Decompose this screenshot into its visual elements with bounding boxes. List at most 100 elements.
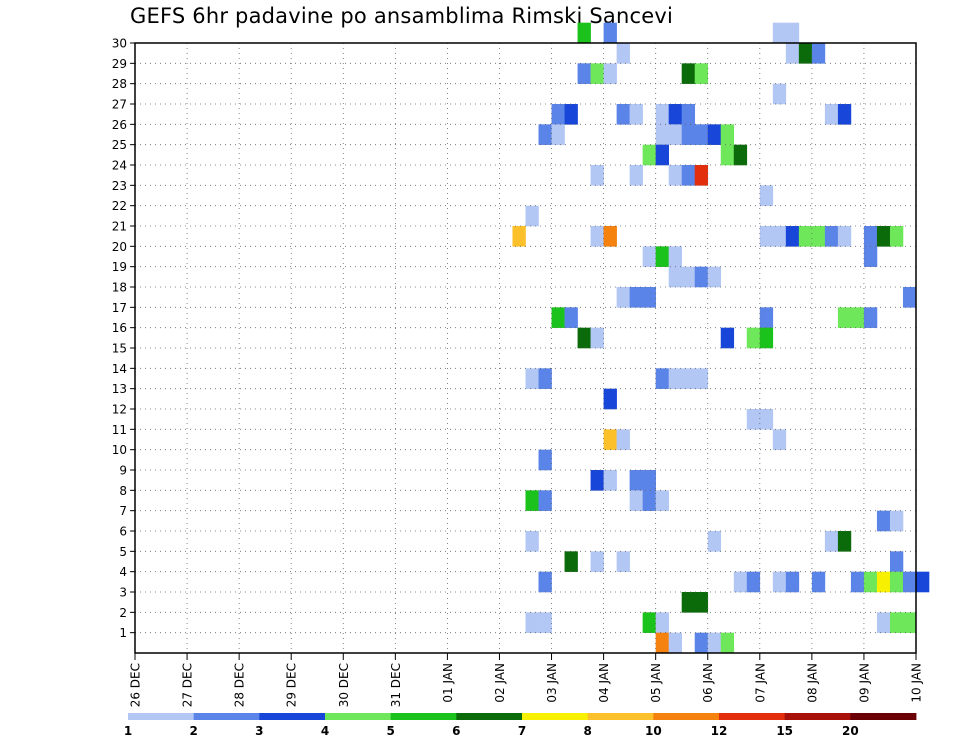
color-legend: 1 2 3 4 5 6 7 8 10 12 15 20 bbox=[124, 713, 917, 738]
heatmap-cell bbox=[577, 22, 591, 44]
y-tick-label: 17 bbox=[112, 301, 127, 315]
x-tick-label: 30 DEC bbox=[337, 663, 351, 707]
heatmap-cell bbox=[681, 165, 696, 186]
heatmap-cell bbox=[863, 307, 878, 328]
heatmap-cell bbox=[681, 368, 696, 389]
heatmap-cell bbox=[876, 226, 891, 247]
legend-swatch bbox=[390, 713, 457, 720]
heatmap-cell bbox=[863, 246, 878, 267]
heatmap-cell bbox=[551, 104, 565, 125]
legend-swatch bbox=[719, 713, 786, 720]
y-tick-label: 8 bbox=[119, 484, 127, 498]
y-tick-label: 19 bbox=[112, 260, 127, 274]
heatmap-cell bbox=[616, 551, 630, 572]
heatmap-cell bbox=[889, 571, 904, 593]
heatmap-cell bbox=[707, 632, 722, 654]
y-tick-label: 26 bbox=[112, 118, 127, 132]
heatmap-cell bbox=[642, 490, 656, 511]
heatmap-cell bbox=[590, 470, 604, 491]
grid-lines bbox=[135, 43, 916, 653]
legend-swatch bbox=[456, 713, 523, 720]
heatmap-cell bbox=[655, 368, 669, 389]
y-tick-label: 28 bbox=[112, 77, 127, 91]
heatmap-cell bbox=[538, 571, 552, 593]
heatmap-cell bbox=[707, 531, 722, 552]
heatmap-cell bbox=[863, 571, 878, 593]
y-tick-label: 18 bbox=[112, 281, 127, 295]
heatmap-cell bbox=[772, 571, 787, 593]
x-tick-label: 02 JAN bbox=[493, 663, 507, 703]
heatmap-cell bbox=[590, 226, 604, 247]
heatmap-cell bbox=[746, 409, 761, 430]
heatmap-cell bbox=[577, 63, 591, 84]
y-tick-label: 24 bbox=[112, 159, 127, 173]
heatmap-cell bbox=[681, 104, 696, 125]
y-tick-label: 22 bbox=[112, 199, 127, 213]
heatmap-cell bbox=[733, 144, 748, 166]
heatmap-cell bbox=[733, 571, 748, 593]
heatmap-cell bbox=[668, 246, 682, 267]
y-tick-label: 20 bbox=[112, 240, 127, 254]
heatmap-cell bbox=[668, 165, 682, 186]
heatmap-cell bbox=[837, 531, 852, 552]
heatmap-cell bbox=[824, 226, 839, 247]
heatmap-cell bbox=[629, 165, 643, 186]
heatmap-cell bbox=[824, 104, 839, 125]
x-tick-label: 05 JAN bbox=[649, 663, 663, 703]
heatmap-cell bbox=[668, 632, 682, 654]
heatmap-cell bbox=[889, 612, 904, 633]
heatmap-cell bbox=[824, 531, 839, 552]
x-tick-label: 26 DEC bbox=[129, 663, 143, 707]
heatmap-cell bbox=[564, 307, 578, 328]
heatmap-cell bbox=[629, 470, 643, 491]
legend-swatch bbox=[850, 713, 917, 720]
heatmap-cell bbox=[798, 43, 813, 64]
heatmap-cell bbox=[785, 226, 800, 247]
y-tick-label: 1 bbox=[119, 626, 127, 640]
heatmap-cell bbox=[759, 226, 774, 247]
heatmap-cell bbox=[707, 124, 722, 145]
y-tick-label: 30 bbox=[112, 37, 127, 51]
heatmap-cell bbox=[850, 571, 865, 593]
heatmap-cell bbox=[863, 226, 878, 247]
legend-label: 12 bbox=[711, 724, 728, 738]
heatmap-cell bbox=[616, 287, 630, 308]
heatmap-cell bbox=[694, 632, 709, 654]
heatmap-cell bbox=[538, 124, 552, 145]
heatmap-cell bbox=[811, 226, 826, 247]
heatmap-cell bbox=[525, 205, 539, 227]
x-axis: 26 DEC 27 DEC 28 DEC 29 DEC 30 DEC 31 DEC 01 J… bbox=[129, 653, 924, 707]
heatmap-cell bbox=[590, 63, 604, 84]
heatmap-cell bbox=[538, 490, 552, 511]
y-tick-label: 4 bbox=[119, 565, 127, 579]
heatmap-cell bbox=[590, 327, 604, 349]
heatmap-cell bbox=[798, 226, 813, 247]
x-tick-label: 28 DEC bbox=[233, 663, 247, 707]
x-tick-label: 06 JAN bbox=[701, 663, 715, 703]
heatmap-cell bbox=[642, 144, 656, 166]
heatmap-cell bbox=[694, 124, 709, 145]
heatmap-cell bbox=[694, 592, 709, 613]
heatmap-cell bbox=[811, 43, 826, 64]
legend-label: 7 bbox=[518, 724, 526, 738]
y-tick-label: 7 bbox=[119, 504, 127, 518]
legend-swatch bbox=[653, 713, 720, 720]
heatmap-cell bbox=[564, 104, 578, 125]
heatmap-cell bbox=[916, 571, 930, 593]
heatmap-cell bbox=[772, 83, 787, 105]
legend-label: 20 bbox=[842, 724, 859, 738]
heatmap-cell bbox=[551, 307, 565, 328]
heatmap-cells bbox=[512, 22, 930, 654]
heatmap-cell bbox=[837, 226, 852, 247]
heatmap-cell bbox=[655, 612, 669, 633]
legend-swatch bbox=[193, 713, 260, 720]
heatmap-cell bbox=[590, 165, 604, 186]
x-tick-label: 08 JAN bbox=[805, 663, 819, 703]
heatmap-cell bbox=[720, 632, 735, 654]
y-axis: 1234567891011121314151617181920212223242… bbox=[112, 37, 135, 640]
heatmap-cell bbox=[681, 63, 696, 84]
heatmap-cell bbox=[759, 327, 774, 349]
x-tick-label: 07 JAN bbox=[753, 663, 767, 703]
heatmap-cell bbox=[538, 368, 552, 389]
heatmap-cell bbox=[629, 490, 643, 511]
